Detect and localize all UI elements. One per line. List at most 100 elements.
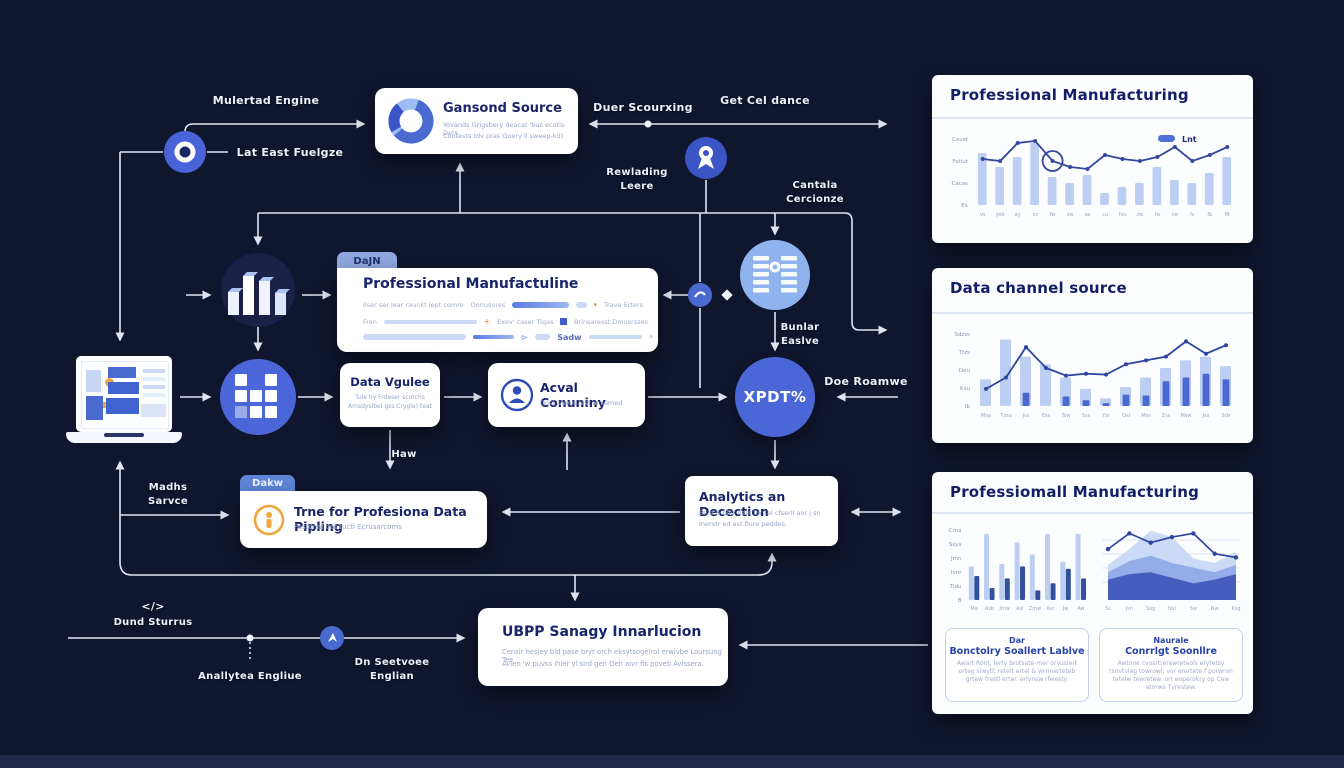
legend-square-icon [560, 318, 567, 325]
svg-text:Asl: Asl [1016, 606, 1023, 612]
svg-text:Ib: Ib [965, 404, 971, 410]
plus-icon: + [483, 317, 491, 326]
manufacturing-card-title: Professional Manufactuline [363, 276, 579, 292]
svg-text:fs: fs [1190, 212, 1195, 218]
laptop-icon [66, 356, 182, 444]
svg-text:cs: cs [1032, 212, 1038, 218]
grid-squares-icon [220, 359, 296, 435]
manu-row1-end: Trave Erters [604, 301, 643, 309]
panel3-title: Professiomall Manufacturing [950, 483, 1200, 501]
svg-text:Ttzs: Ttzs [958, 350, 970, 356]
svg-text:cu: cu [1102, 212, 1108, 218]
code-icon: </> [141, 600, 165, 613]
label-controls-2: Cercionze [786, 194, 844, 205]
svg-text:zw: zw [1137, 212, 1144, 218]
label-data-source-bottom: Dund Sturrus [113, 617, 193, 628]
svg-text:fft: fft [1225, 212, 1230, 218]
svg-text:as: as [1085, 212, 1091, 218]
svg-text:Nw: Nw [1211, 606, 1219, 612]
pipeline-subtitle: Festonal bat tuctl Ecrusarcoms [294, 523, 403, 531]
progress-bar [534, 334, 551, 340]
panel-data-channel-source: Data channel source Sdzss Ttzs Deu Ksu Ib Msa… [932, 268, 1253, 443]
svg-text:Ess: Ess [1042, 413, 1051, 419]
svg-text:Jmw: Jmw [998, 606, 1009, 612]
svg-text:Ss: Ss [1105, 606, 1111, 612]
donut-icon [388, 98, 434, 144]
ubpp-line2: Avlen 'w puvss ihler yl sird gen Oeh aiv… [502, 660, 704, 668]
label-get-guidance: Get Cel dance [720, 94, 810, 107]
svg-text:Msw: Msw [1180, 413, 1191, 419]
label-services-1: Dn Seetvoee [354, 657, 430, 668]
xpdt-node: XPDT% [735, 357, 815, 437]
manu-row3-label: Sadw [557, 332, 582, 342]
svg-text:vs: vs [980, 212, 986, 218]
data-engine-line2: Amsdysibel gss Crygle) teat [348, 403, 432, 410]
svg-text:Zss: Zss [1162, 413, 1171, 419]
svg-text:Tsw: Tsw [1061, 413, 1071, 419]
svg-text:Jss: Jss [1202, 413, 1210, 419]
panel3-card1-body: Awart Ront, lerty brotsate-mer orvuslert… [956, 660, 1078, 683]
label-rewarding-1: Rewlading [606, 167, 668, 178]
channel-source-card: Gansond Source Yovands Grigsbery deacat … [375, 88, 578, 154]
community-line1: Dosl islarm rest al samed [540, 399, 623, 407]
svg-text:Nsl: Nsl [1168, 606, 1176, 612]
svg-text:Tidu: Tidu [949, 584, 962, 590]
channel-source-line2: Cootests tdv pras Guery li sweep-kd) [443, 132, 564, 140]
manu-row2-text: Fren [363, 317, 377, 326]
manu-row1-text: Ilser ser lear raunkt lept comre [363, 301, 464, 309]
svg-text:Ysr: Ysr [1101, 413, 1111, 419]
channel-source-title: Gansond Source [443, 101, 562, 116]
svg-text:Tzso: Tzso [999, 413, 1011, 419]
document-list-icon [740, 240, 810, 310]
panel3-card2-title: Conrrlgt Soonllre [1125, 646, 1217, 657]
svg-text:Ksu: Ksu [960, 386, 970, 392]
svg-text:Jw: Jw [1062, 606, 1069, 612]
svg-text:Osl: Osl [1122, 413, 1130, 419]
panel1-combo-chart: Cavet Fetiut Cacas Ex Lnt vs ysb ay cs fw sw as cu fv… [952, 135, 1232, 218]
svg-text:Asb: Asb [985, 606, 994, 612]
label-data-sourcing: Duer Scourxing [593, 101, 693, 114]
label-bunlar-2: Easlve [780, 336, 820, 347]
svg-text:Ksg: Ksg [1231, 606, 1240, 612]
svg-text:Cavet: Cavet [952, 137, 969, 143]
caret-icon: ▾ [593, 301, 598, 309]
svg-text:fvo: fvo [1119, 212, 1127, 218]
analytics-line1: Etve & bler hest for tel cfserll aor j s… [699, 509, 821, 517]
svg-text:Lnt: Lnt [1182, 135, 1197, 144]
data-engine-card: Data Vgulee Tule by Frdeser scotchs Amsd… [340, 363, 440, 427]
label-material-engine: Mulertad Engine [212, 94, 320, 107]
svg-text:cw: cw [1171, 212, 1178, 218]
progress-bar [363, 334, 466, 340]
label-haw: Haw [391, 449, 417, 460]
svg-text:fb: fb [1207, 212, 1212, 218]
panel3-card2: Naurale Conrrlgt Soonllre Awtone cvosrtr… [1099, 628, 1243, 702]
award-badge-icon [685, 137, 727, 179]
svg-text:Sss: Sss [1082, 413, 1091, 419]
label-services-2: Englian [370, 671, 414, 682]
svg-text:ay: ay [1015, 212, 1021, 218]
progress-bar [472, 335, 514, 339]
svg-text:Ma: Ma [970, 606, 977, 612]
svg-text:Aw: Aw [1077, 606, 1084, 612]
junction-dot [246, 634, 254, 642]
panel3-card2-body: Awtone cvosrtrerewreteols erytetsy rsovt… [1109, 660, 1233, 691]
community-card: Acval Conuniny Dosl islarm rest al samed [488, 363, 645, 427]
manufacturing-card-tab: DaJN [337, 252, 397, 270]
panel3-card1-kicker: Dar [1009, 636, 1025, 645]
analytics-title: Analytics an Decection [699, 489, 786, 519]
panel1-title: Professional Manufacturing [950, 86, 1189, 104]
junction-dot [644, 120, 652, 128]
person-circle-icon [500, 378, 534, 412]
svg-text:fw: fw [1155, 212, 1161, 218]
svg-text:Ivnr: Ivnr [951, 570, 962, 576]
svg-text:sw: sw [1067, 212, 1074, 218]
panel3-card1-title: Bonctolry Soallert Lablve [949, 646, 1085, 657]
label-controls-1: Cantala [792, 180, 838, 191]
svg-text:Ssg: Ssg [1146, 606, 1155, 612]
ubpp-line1: Censir hesjey bld pase bryr orch eksytso… [502, 648, 722, 664]
svg-text:B: B [958, 598, 962, 604]
analytics-card: Analytics an Decection Etve & bler hest … [685, 476, 838, 546]
progress-bar [383, 319, 477, 324]
progress-bar [575, 302, 587, 308]
